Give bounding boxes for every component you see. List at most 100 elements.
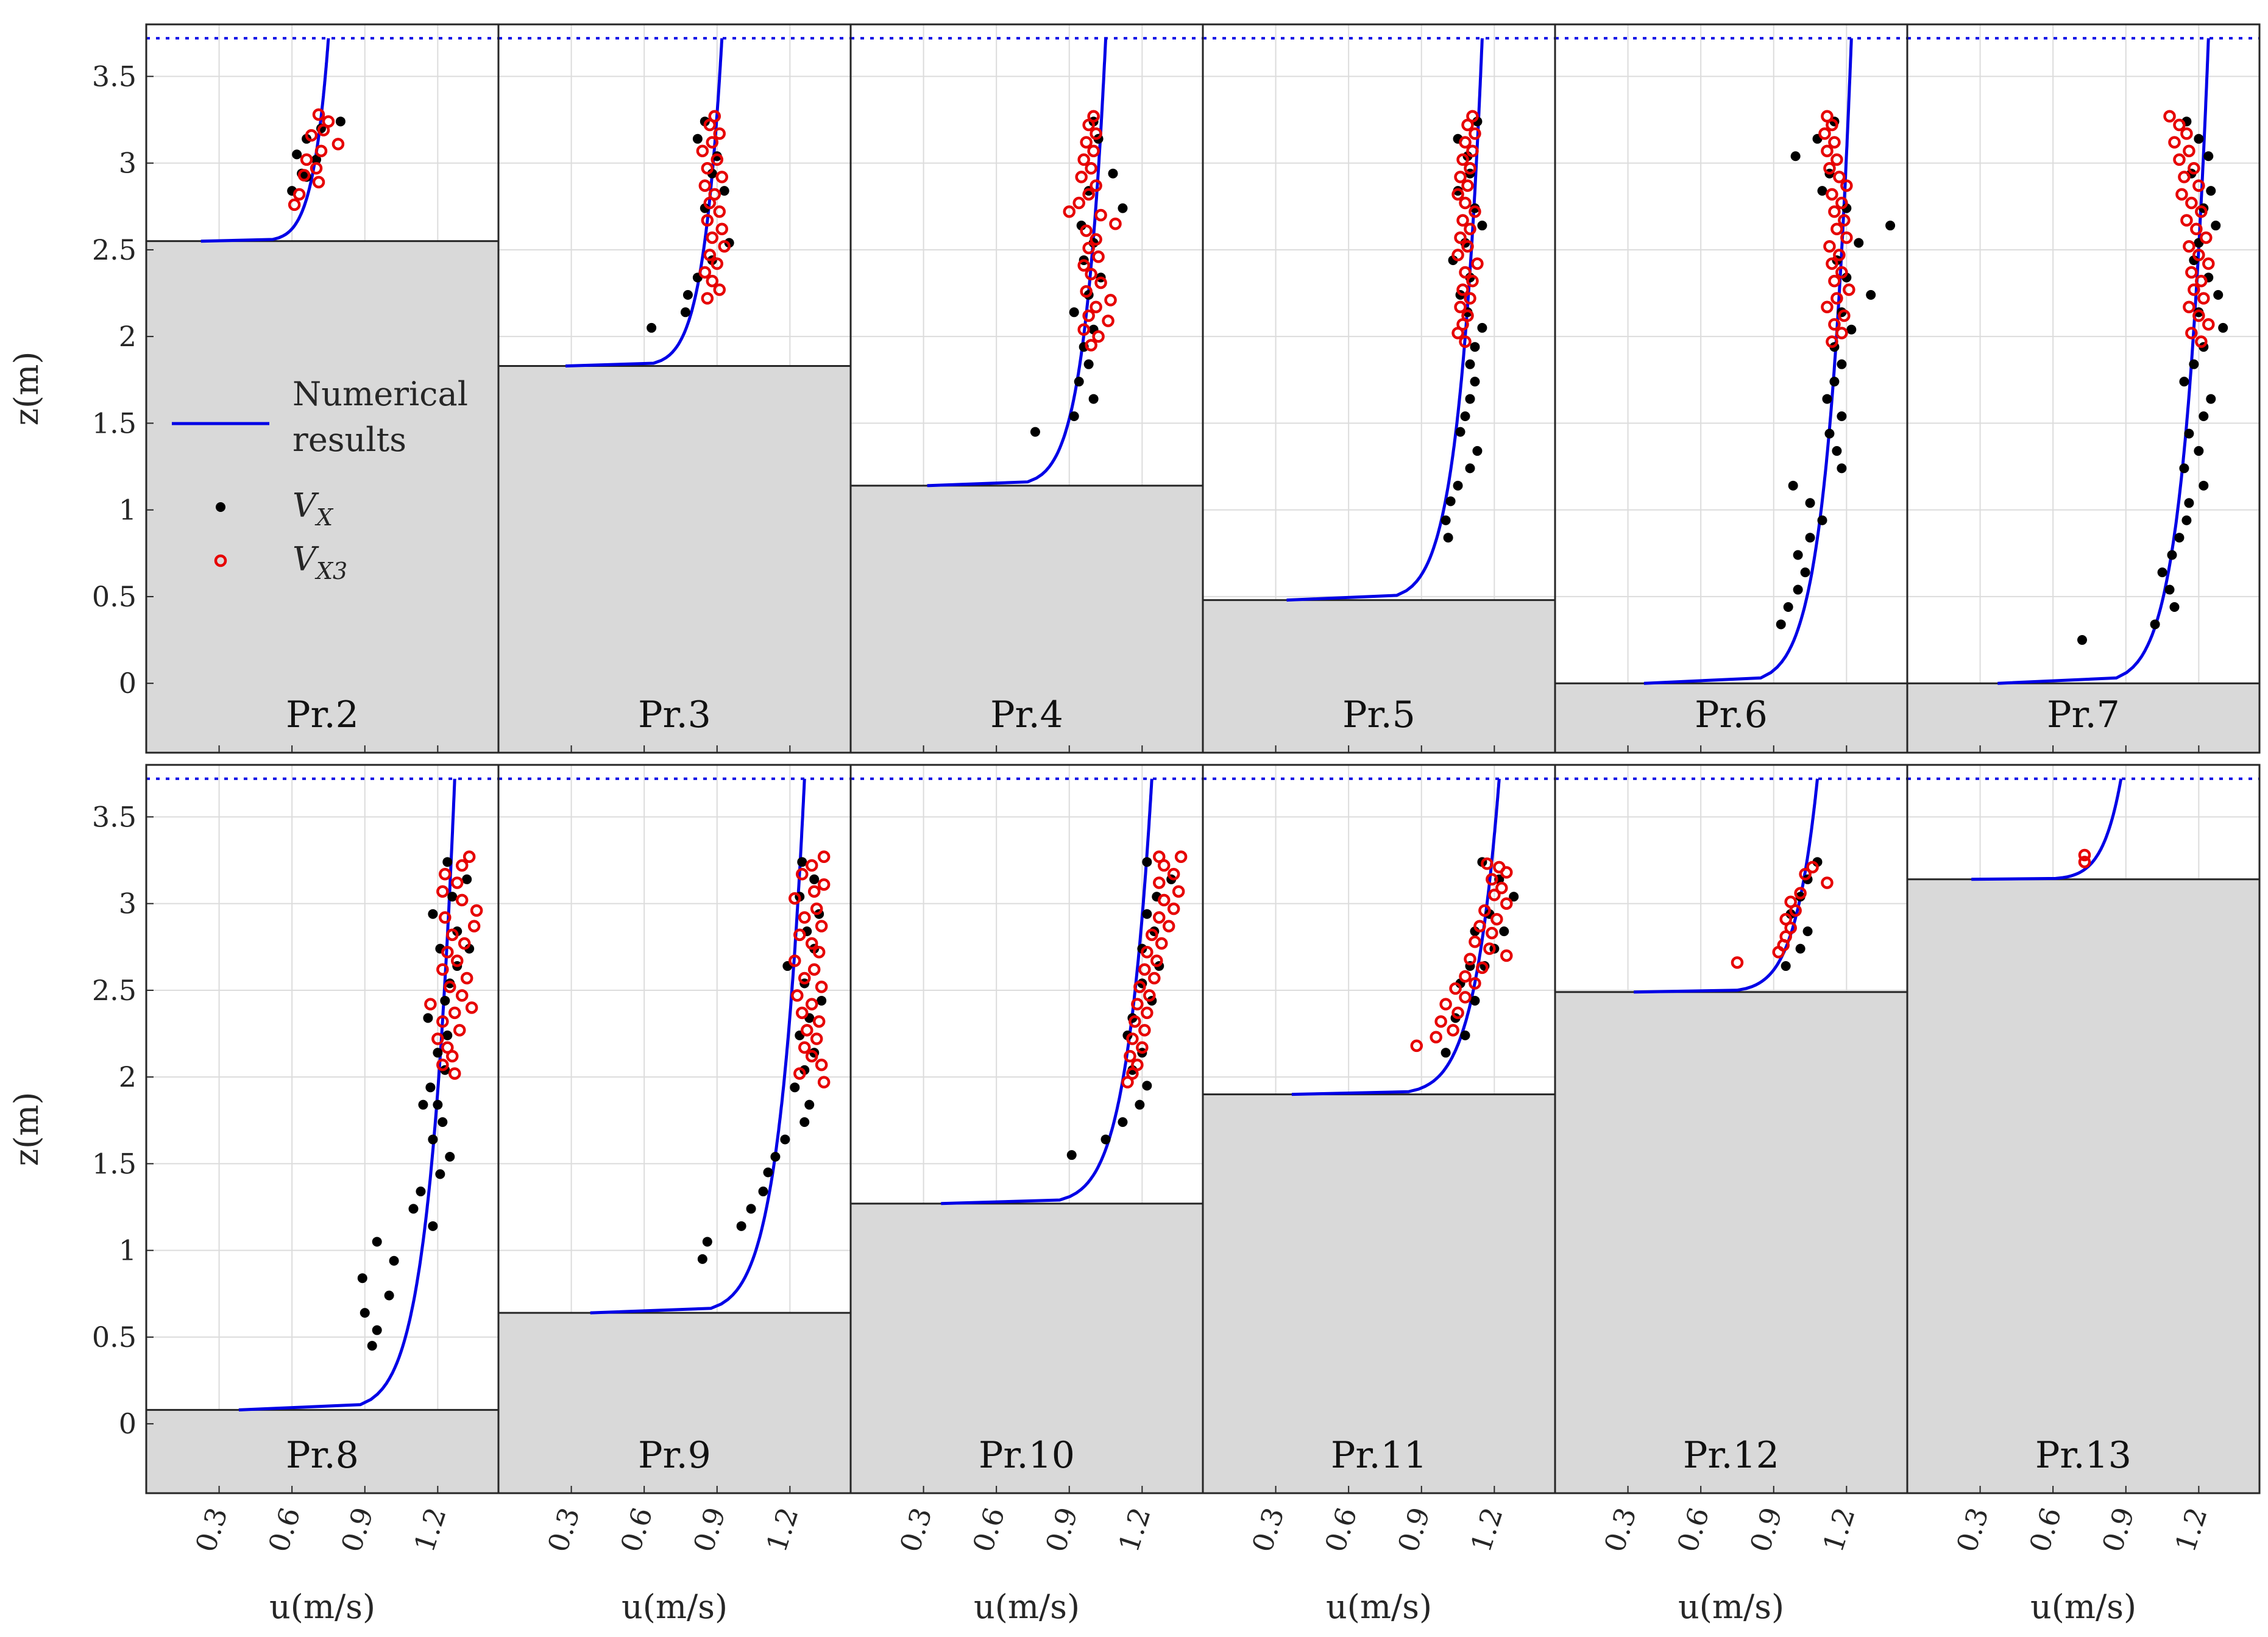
vx3-point xyxy=(1469,205,1481,218)
vx3-point xyxy=(1082,118,1095,132)
vx3-point xyxy=(1835,327,1848,339)
vx3-point xyxy=(1789,904,1802,917)
vx3-point xyxy=(439,911,452,924)
vx3-point xyxy=(1464,222,1476,235)
vx3-point xyxy=(1821,876,1834,889)
vx-point xyxy=(360,1308,370,1318)
panel-Pr-6: Pr.6 xyxy=(1554,23,1908,754)
vx-point xyxy=(680,307,690,318)
panel-label: Pr.12 xyxy=(1683,1434,1779,1477)
panel-Pr-8: Pr.8 xyxy=(145,764,500,1494)
vx3-point xyxy=(1410,1039,1423,1053)
vx-point xyxy=(1795,943,1806,954)
vx3-point xyxy=(431,1032,444,1045)
vx3-point xyxy=(805,937,818,950)
x-axis-label: u(m/s) xyxy=(1326,1588,1432,1626)
vx3-point xyxy=(1459,970,1472,983)
vx3-point xyxy=(1459,335,1472,348)
vx3-point xyxy=(1835,266,1848,279)
vx-point xyxy=(1793,584,1803,595)
panel-label: Pr.2 xyxy=(286,694,359,736)
vx3-point xyxy=(706,274,719,288)
vx-point xyxy=(445,1152,455,1162)
panel-label: Pr.13 xyxy=(2035,1434,2132,1477)
vx-point xyxy=(1837,463,1847,474)
vx-point xyxy=(804,1099,815,1110)
vx3-point xyxy=(1072,196,1085,210)
vx-point xyxy=(1477,221,1487,231)
vx-point xyxy=(1788,480,1798,491)
vx3-point xyxy=(800,1024,813,1037)
vx3-point xyxy=(1464,162,1476,175)
vx-point xyxy=(1793,550,1803,560)
vx3-point xyxy=(2183,144,2195,157)
vx-point xyxy=(647,322,657,333)
vx3-point xyxy=(1461,118,1474,132)
vx-point xyxy=(2179,377,2189,387)
vx-point xyxy=(1441,515,1451,525)
vx3-point xyxy=(1461,240,1474,253)
panel-frame xyxy=(1906,764,2261,1494)
vx3-point xyxy=(706,136,719,149)
vx3-point xyxy=(2197,292,2210,305)
bed-region xyxy=(851,485,1203,753)
vx3-point xyxy=(1087,144,1100,157)
vx3-point xyxy=(796,1006,809,1020)
vx-point xyxy=(1885,221,1896,231)
vx-point xyxy=(770,1152,781,1162)
panel-label: Pr.3 xyxy=(638,694,711,736)
vx3-point xyxy=(2183,300,2195,314)
vx3-point xyxy=(441,946,454,959)
vx3-point xyxy=(1102,314,1115,327)
vx3-point xyxy=(1456,214,1469,227)
vx3-point xyxy=(1454,171,1467,183)
vx3-point xyxy=(1828,318,1841,331)
panel-plot-area xyxy=(1203,24,1555,753)
vx3-point xyxy=(1094,276,1107,289)
vx3-point xyxy=(1080,224,1093,237)
y-axis-label: z(m) xyxy=(7,352,46,426)
vx3-point xyxy=(711,257,724,270)
y-tick-label: 1 xyxy=(119,1234,136,1267)
bed-region xyxy=(1555,992,1907,1493)
vx3-point xyxy=(1434,1015,1447,1028)
vx3-point xyxy=(1167,902,1180,915)
bed-region xyxy=(498,366,851,753)
vx3-point xyxy=(715,171,728,183)
vx3-point xyxy=(297,169,311,182)
vx-point xyxy=(2077,635,2088,645)
bed-region xyxy=(1555,683,1907,753)
vx-point xyxy=(2174,533,2185,543)
vx3-point xyxy=(462,850,476,864)
vx-point xyxy=(408,1204,419,1214)
vx3-point xyxy=(1162,920,1175,932)
bed-region xyxy=(1203,600,1555,753)
vx3-point xyxy=(1481,857,1494,870)
vx3-point xyxy=(706,231,719,244)
vx-point xyxy=(1074,377,1084,387)
vx-point xyxy=(2206,186,2216,196)
vx3-point xyxy=(815,980,828,993)
vx-point xyxy=(1460,411,1470,422)
vx3-point xyxy=(713,283,726,296)
vx3-point xyxy=(703,249,717,261)
vx-point xyxy=(1795,892,1806,902)
panel-Pr-7: Pr.7 xyxy=(1906,23,2261,754)
vx3-point xyxy=(1126,1032,1139,1045)
vx3-point xyxy=(698,179,712,192)
vx3-point xyxy=(1075,171,1088,183)
vx3-point xyxy=(1090,233,1102,246)
vx-point xyxy=(335,116,346,127)
vx-point xyxy=(433,1099,443,1110)
vx3-point xyxy=(2078,856,2091,868)
panel-plot-area xyxy=(1203,765,1555,1493)
vx-point xyxy=(1118,203,1128,213)
vx3-point xyxy=(1823,162,1836,175)
vx3-point xyxy=(1138,1024,1151,1037)
vx3-point xyxy=(1469,935,1481,948)
bed-region xyxy=(498,1313,851,1493)
y-tick-label: 0 xyxy=(119,667,136,700)
vx3-point xyxy=(1476,961,1489,975)
vx-point xyxy=(2150,619,2160,630)
